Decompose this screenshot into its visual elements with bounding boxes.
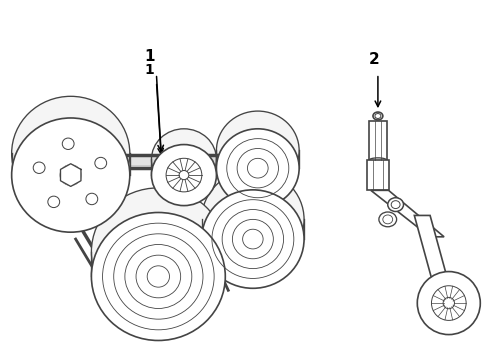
Ellipse shape — [62, 138, 74, 149]
Ellipse shape — [368, 158, 386, 163]
Text: 1: 1 — [144, 63, 154, 77]
Ellipse shape — [91, 212, 225, 341]
Ellipse shape — [372, 112, 382, 120]
Polygon shape — [366, 160, 388, 190]
Polygon shape — [61, 164, 81, 186]
Ellipse shape — [12, 118, 129, 232]
Ellipse shape — [33, 162, 45, 174]
Polygon shape — [413, 215, 449, 287]
Text: 2: 2 — [368, 53, 379, 67]
Ellipse shape — [151, 129, 216, 190]
Text: 1: 1 — [144, 49, 154, 64]
Ellipse shape — [12, 96, 129, 211]
Ellipse shape — [86, 193, 98, 205]
Ellipse shape — [201, 170, 304, 269]
Ellipse shape — [95, 157, 106, 169]
Ellipse shape — [416, 271, 479, 334]
Ellipse shape — [48, 196, 60, 208]
Polygon shape — [368, 121, 386, 160]
Ellipse shape — [387, 198, 403, 212]
Ellipse shape — [216, 111, 299, 190]
Ellipse shape — [216, 129, 299, 208]
Polygon shape — [370, 190, 443, 237]
Ellipse shape — [378, 212, 396, 227]
Ellipse shape — [91, 188, 225, 316]
Ellipse shape — [151, 145, 216, 206]
Ellipse shape — [201, 190, 304, 288]
